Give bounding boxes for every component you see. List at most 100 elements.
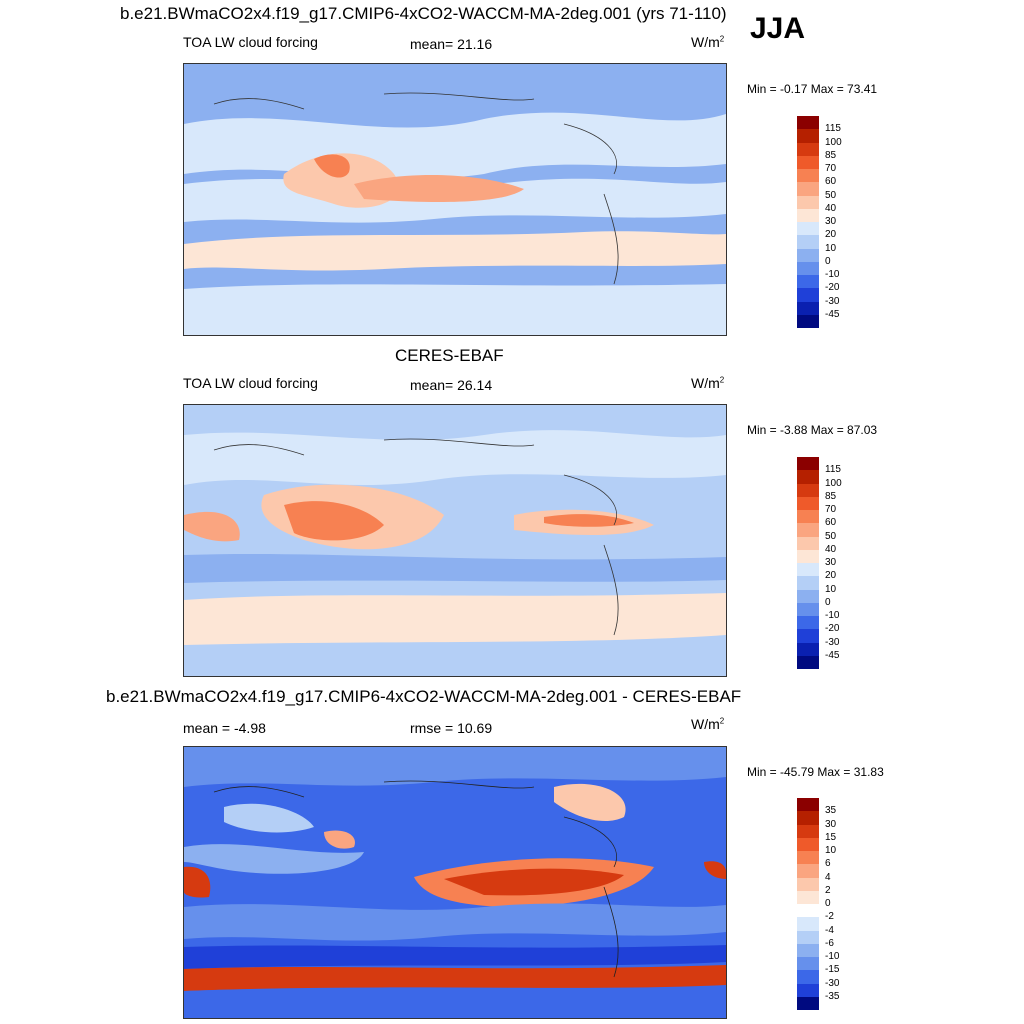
colorbar-box: [797, 549, 819, 563]
colorbar-tick: -10: [825, 610, 840, 621]
map-subtropics: [184, 553, 726, 583]
colorbar-tick: -35: [825, 990, 840, 1002]
colorbar-tick: 2: [825, 884, 831, 896]
map-southern-ocean-band: [184, 965, 726, 991]
colorbar-tick: -20: [825, 623, 840, 635]
colorbar-tick: 20: [825, 570, 837, 582]
colorbar-box: [797, 142, 819, 156]
colorbar-box: [797, 563, 819, 577]
colorbar-tick: 35: [825, 805, 837, 817]
panel1-map: [183, 63, 727, 336]
colorbar-tick: -10: [825, 951, 840, 962]
colorbar-tick: 20: [825, 229, 837, 241]
colorbar-tick: -45: [825, 649, 840, 661]
colorbar-box: [797, 629, 819, 643]
colorbar-tick: 60: [825, 517, 837, 529]
map-itcz: [354, 174, 524, 202]
colorbar-tick: -15: [825, 964, 840, 976]
map-band: [184, 945, 726, 969]
map-band: [184, 284, 726, 335]
colorbar-tick: 100: [825, 477, 842, 489]
panel3-map-svg: [184, 747, 726, 1018]
colorbar-box: [797, 943, 819, 957]
map-positive-patch: [184, 866, 211, 898]
colorbar-tick: 50: [825, 189, 837, 201]
panel1-units: W/m2: [691, 34, 725, 50]
colorbar-tick: 85: [825, 490, 837, 502]
panel1-colorbar: 115 100 85 70 60 50 40 30 20 10 0 -10 -2…: [797, 116, 842, 328]
map-positive-patch: [554, 783, 626, 822]
colorbar-box: [797, 851, 819, 865]
colorbar-box: [797, 970, 819, 984]
colorbar-box: [797, 288, 819, 302]
colorbar-box: [797, 576, 819, 590]
colorbar-box: [797, 248, 819, 262]
colorbar-tick: -2: [825, 911, 834, 923]
colorbar-box: [797, 642, 819, 656]
panel2-variable-label: TOA LW cloud forcing: [183, 375, 318, 391]
colorbar-tick: -10: [825, 269, 840, 280]
colorbar-tick: 100: [825, 136, 842, 148]
colorbar-box: [797, 536, 819, 550]
colorbar-tick: 30: [825, 216, 837, 227]
colorbar-tick: 4: [825, 871, 831, 883]
map-band: [184, 430, 726, 485]
panel3-minmax: Min = -45.79 Max = 31.83: [747, 765, 884, 779]
colorbar-box: [797, 589, 819, 603]
panel3-mean: mean = -4.98: [183, 720, 266, 736]
map-band: [184, 903, 726, 941]
colorbar-box: [797, 996, 819, 1010]
panel3-colorbar: 35 30 15 10 6 4 2 0 -2 -4 -6 -10 -15 -30…: [797, 798, 839, 1010]
panel3-title: b.e21.BWmaCO2x4.f19_g17.CMIP6-4xCO2-WACC…: [106, 687, 742, 706]
colorbar-tick: -30: [825, 977, 840, 989]
colorbar-box: [797, 182, 819, 196]
colorbar-box: [797, 222, 819, 236]
colorbar-box: [797, 811, 819, 825]
map-positive-patch: [324, 830, 355, 849]
map-positive-patch: [704, 861, 726, 879]
colorbar-tick: 6: [825, 858, 831, 870]
colorbar-box: [797, 510, 819, 524]
colorbar-box: [797, 904, 819, 918]
colorbar-tick: 50: [825, 530, 837, 542]
map-band: [184, 747, 726, 787]
panel3-map: [183, 746, 727, 1019]
colorbar-box: [797, 301, 819, 315]
colorbar-box: [797, 523, 819, 537]
map-convection-core: [314, 154, 350, 178]
colorbar-tick: 10: [825, 583, 837, 595]
map-positive-core: [444, 868, 624, 896]
colorbar-box: [797, 116, 819, 130]
season-label: JJA: [750, 12, 806, 45]
colorbar-box: [797, 457, 819, 471]
colorbar-tick: 0: [825, 898, 831, 909]
colorbar-tick: 10: [825, 845, 837, 856]
colorbar-box: [797, 496, 819, 510]
map-coastline: [213, 92, 619, 285]
colorbar-box: [797, 275, 819, 289]
colorbar-tick: 115: [825, 464, 841, 476]
colorbar-box: [797, 261, 819, 275]
colorbar-tick: -6: [825, 937, 834, 949]
colorbar-tick: 85: [825, 149, 837, 161]
colorbar-box: [797, 930, 819, 944]
colorbar-tick: 15: [825, 831, 837, 843]
colorbar-box: [797, 864, 819, 878]
colorbar-box: [797, 824, 819, 838]
colorbar-tick: 40: [825, 202, 837, 214]
panel1-map-svg: [184, 64, 726, 335]
colorbar-tick: -30: [825, 295, 840, 307]
map-africa-convection: [184, 511, 240, 542]
colorbar-tick: -30: [825, 636, 840, 648]
colorbar-box: [797, 155, 819, 169]
panel2-map: [183, 404, 727, 677]
colorbar-tick: 70: [825, 163, 837, 174]
colorbar-box: [797, 877, 819, 891]
colorbar-box: [797, 655, 819, 669]
colorbar-box: [797, 890, 819, 904]
colorbar-tick: 30: [825, 818, 837, 830]
map-coastline: [213, 438, 619, 636]
colorbar-tick: 30: [825, 557, 837, 568]
colorbar-box: [797, 314, 819, 328]
panel2-minmax: Min = -3.88 Max = 87.03: [747, 423, 878, 437]
